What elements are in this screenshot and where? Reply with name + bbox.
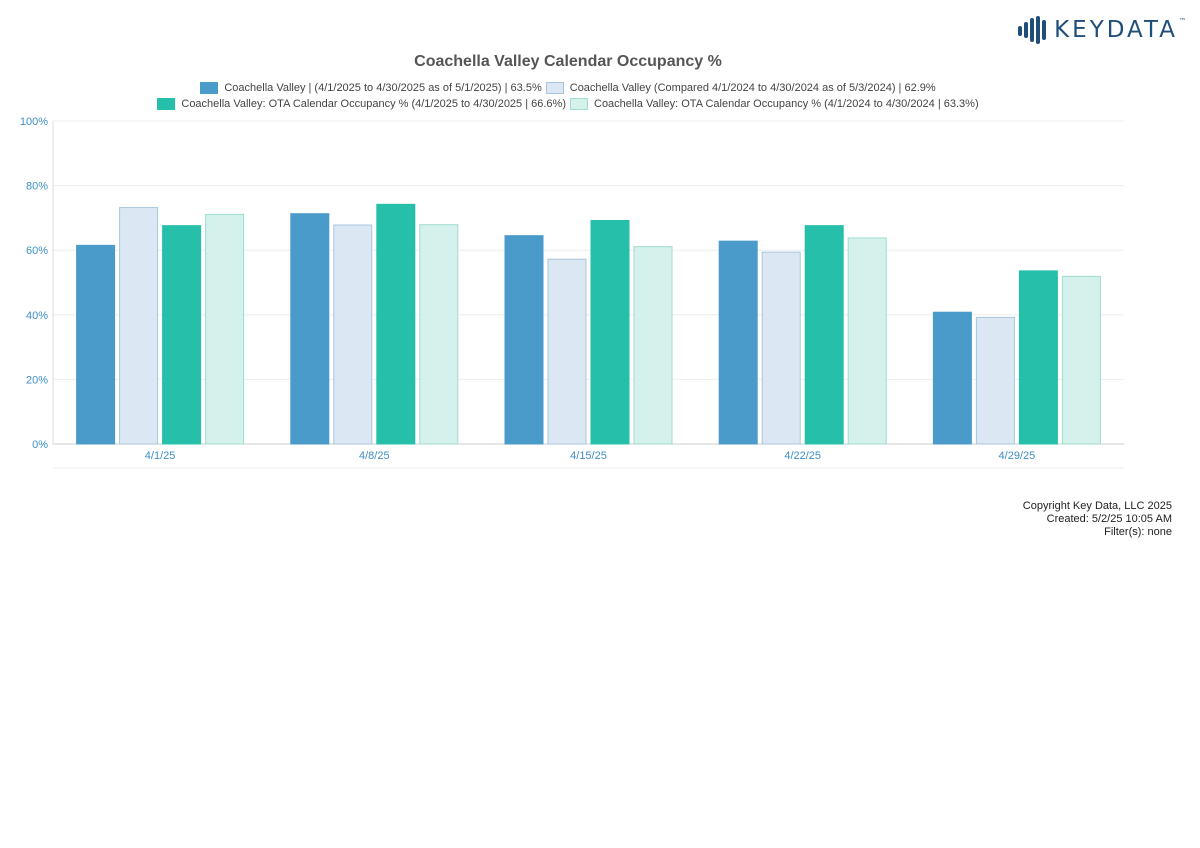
y-tick-label: 60% xyxy=(26,245,48,257)
legend-item-ota-2024[interactable]: Coachella Valley: OTA Calendar Occupancy… xyxy=(570,98,979,110)
bar xyxy=(590,219,630,445)
y-tick-label: 0% xyxy=(32,439,48,451)
y-tick-label: 40% xyxy=(26,310,48,322)
legend-swatch xyxy=(545,82,564,94)
bar xyxy=(718,240,758,445)
x-tick-label: 4/29/25 xyxy=(999,450,1036,462)
bar xyxy=(547,258,587,445)
y-tick-label: 100% xyxy=(20,116,48,128)
legend-swatch xyxy=(157,98,176,110)
legend-swatch xyxy=(200,82,219,94)
y-tick-label: 20% xyxy=(26,374,48,386)
keydata-bars-icon xyxy=(1018,16,1047,44)
chart-legend: Coachella Valley | (4/1/2025 to 4/30/202… xyxy=(0,80,1136,112)
x-tick-label: 4/1/25 xyxy=(145,450,176,462)
legend-label: Coachella Valley | (4/1/2025 to 4/30/202… xyxy=(224,82,542,94)
bar xyxy=(76,244,116,445)
bar xyxy=(162,225,202,445)
bar xyxy=(419,224,459,445)
legend-item-cv-2024[interactable]: Coachella Valley (Compared 4/1/2024 to 4… xyxy=(545,82,936,94)
keydata-logo: KEYDATA ™ xyxy=(1018,16,1186,44)
copyright-text: Copyright Key Data, LLC 2025 xyxy=(1022,500,1172,512)
x-tick-label: 4/22/25 xyxy=(784,450,821,462)
bar xyxy=(333,224,373,445)
bar xyxy=(504,235,544,445)
legend-item-cv-2025[interactable]: Coachella Valley | (4/1/2025 to 4/30/202… xyxy=(200,82,542,94)
bar xyxy=(376,203,416,445)
bar xyxy=(847,237,887,445)
bar xyxy=(1018,270,1058,445)
bar xyxy=(119,207,159,445)
bar xyxy=(761,251,801,445)
bar xyxy=(290,213,330,445)
legend-label: Coachella Valley (Compared 4/1/2024 to 4… xyxy=(569,82,936,94)
created-text: Created: 5/2/25 10:05 AM xyxy=(1046,513,1172,525)
legend-swatch xyxy=(570,98,588,110)
bar xyxy=(804,225,844,445)
y-tick-label: 80% xyxy=(26,181,48,193)
x-tick-label: 4/15/25 xyxy=(570,450,607,462)
legend-item-ota-2025[interactable]: Coachella Valley: OTA Calendar Occupancy… xyxy=(157,98,566,110)
bar xyxy=(633,246,673,445)
x-tick-label: 4/8/25 xyxy=(359,450,390,462)
chart-title: Coachella Valley Calendar Occupancy % xyxy=(414,53,722,70)
filters-text: Filter(s): none xyxy=(1104,526,1172,538)
legend-label: Coachella Valley: OTA Calendar Occupancy… xyxy=(181,98,566,110)
bar xyxy=(1061,275,1101,445)
legend-label: Coachella Valley: OTA Calendar Occupancy… xyxy=(594,98,979,110)
bar xyxy=(975,316,1015,445)
bar-chart: 0% 20% 40% 60% 80% 100% 4/1/25 4/8/25 4/15/25 4/2… xyxy=(20,116,1124,469)
bar xyxy=(932,311,972,445)
keydata-wordmark: KEYDATA ™ xyxy=(1054,17,1186,43)
bar xyxy=(205,213,245,445)
chart-footer: Copyright Key Data, LLC 2025 Created: 5/… xyxy=(1023,500,1172,539)
